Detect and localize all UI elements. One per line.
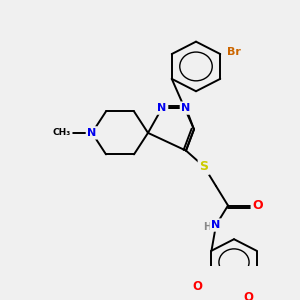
- Text: N: N: [212, 220, 220, 230]
- Text: O: O: [253, 199, 263, 212]
- Text: CH₃: CH₃: [53, 128, 71, 137]
- Text: S: S: [200, 160, 208, 173]
- Text: Br: Br: [227, 47, 241, 57]
- Text: O: O: [193, 280, 202, 293]
- Text: O: O: [243, 291, 253, 300]
- Text: N: N: [182, 103, 190, 113]
- Text: N: N: [158, 103, 166, 113]
- Text: N: N: [87, 128, 97, 138]
- Text: H: H: [203, 222, 211, 232]
